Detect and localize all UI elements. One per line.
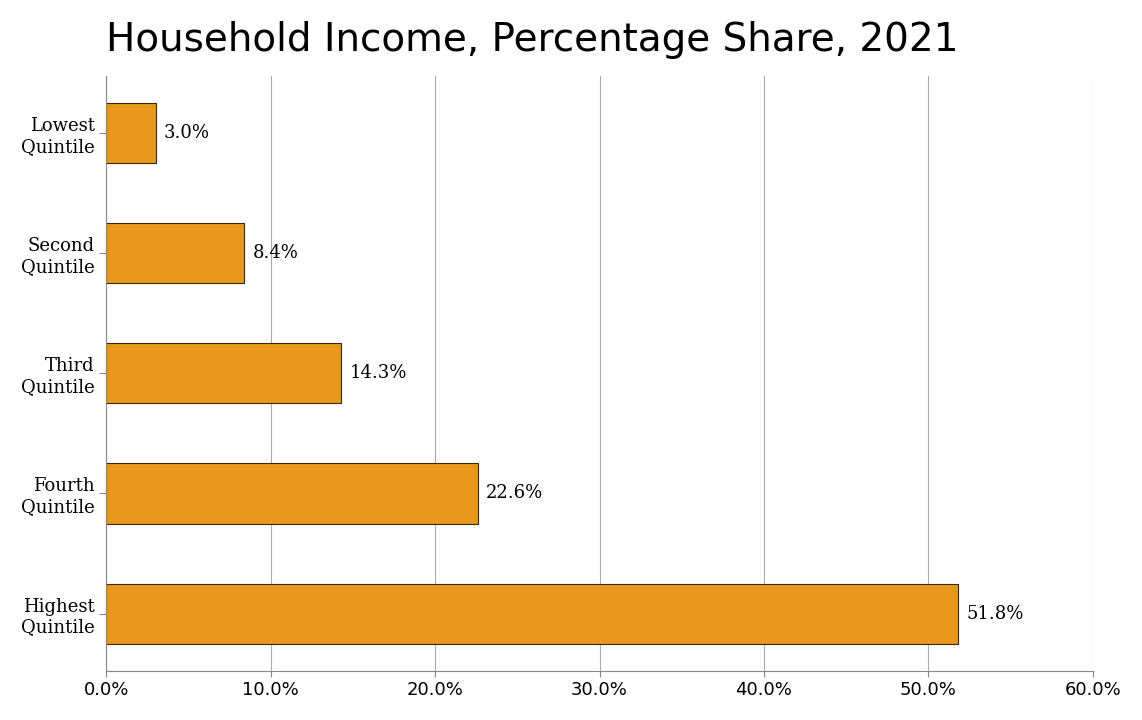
Text: Household Income, Percentage Share, 2021: Household Income, Percentage Share, 2021 xyxy=(106,21,959,59)
Text: 3.0%: 3.0% xyxy=(164,124,210,142)
Bar xyxy=(106,343,341,403)
Text: 14.3%: 14.3% xyxy=(349,364,407,382)
Bar xyxy=(106,103,155,163)
Bar xyxy=(106,223,244,283)
Text: 8.4%: 8.4% xyxy=(252,244,298,262)
Text: 51.8%: 51.8% xyxy=(966,605,1023,623)
Text: 22.6%: 22.6% xyxy=(486,485,544,503)
Bar xyxy=(106,464,478,523)
Bar xyxy=(106,584,958,644)
